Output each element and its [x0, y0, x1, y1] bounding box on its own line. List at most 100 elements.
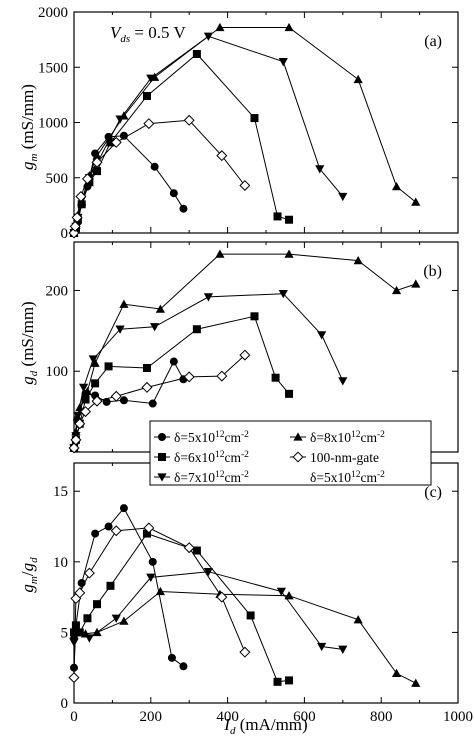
legend-unit-exponent: -2 — [241, 450, 249, 460]
xlabel-id-symbol: I — [223, 715, 231, 734]
data-point — [239, 349, 251, 361]
data-point — [411, 197, 421, 206]
data-point — [75, 191, 87, 203]
panel-a: 0 500 1000 1500 2000 (a) — [38, 5, 459, 242]
ylabel-gm-subscript: m — [28, 153, 40, 161]
legend-exponent: 12 — [215, 430, 225, 440]
series-line — [73, 507, 184, 668]
y-tick-label: 1000 — [38, 116, 68, 132]
data-point — [81, 395, 90, 404]
panel-c: 0 200 400 600 800 1000 0 5 10 15 (c) — [53, 462, 473, 725]
legend-label: δ=7x1012cm-2 — [174, 470, 249, 485]
legend-prefix: δ=5x10 — [310, 470, 351, 485]
data-point — [110, 525, 122, 537]
legend-marker — [158, 453, 166, 461]
data-point — [338, 192, 348, 202]
data-point — [246, 611, 255, 620]
series-triangle-up — [69, 586, 421, 687]
series-line — [73, 27, 417, 234]
data-point — [183, 542, 195, 554]
series-line — [73, 533, 290, 683]
data-point — [71, 212, 83, 224]
data-point — [119, 396, 128, 405]
data-point — [75, 402, 85, 412]
data-point — [216, 150, 228, 162]
data-point — [317, 642, 327, 652]
legend-entry: δ=8x1012cm-2 — [290, 430, 385, 445]
series-line — [73, 354, 246, 449]
data-point — [71, 621, 80, 630]
data-point — [271, 373, 280, 382]
data-point — [179, 662, 188, 671]
x-tick-label: 800 — [370, 709, 393, 725]
x-tick-label: 0 — [70, 709, 78, 725]
legend-unit: cm — [224, 470, 241, 485]
data-point — [338, 377, 348, 386]
series-triangle-down — [69, 568, 348, 654]
legend-marker — [158, 433, 166, 441]
data-point — [93, 600, 102, 609]
y-tick-label: 2000 — [38, 5, 68, 21]
data-point — [278, 58, 288, 67]
vds-symbol: V — [110, 23, 123, 42]
y-tick-label: 15 — [53, 484, 68, 500]
legend-prefix: 100-nm-gate — [310, 450, 379, 465]
data-point — [69, 638, 79, 647]
data-point — [146, 573, 156, 582]
data-point — [91, 379, 100, 388]
legend-entry: δ=5x1012cm-2 — [310, 470, 385, 485]
legend-marker — [292, 451, 304, 463]
data-point — [80, 629, 91, 638]
data-point — [92, 151, 102, 160]
x-tick-label: 400 — [216, 709, 239, 725]
y-tick-label: 500 — [46, 171, 69, 187]
legend-entry: δ=7x1012cm-2 — [154, 470, 249, 485]
data-point — [179, 204, 188, 213]
legend-label: δ=8x1012cm-2 — [310, 430, 385, 445]
legend-unit: cm — [360, 430, 377, 445]
xlabel-id-subscript: d — [230, 725, 236, 737]
legend-entry: δ=6x1012cm-2 — [154, 450, 249, 465]
data-point — [411, 678, 421, 687]
y-tick-label: 200 — [46, 283, 69, 299]
ylabel-ratio-slash: / — [18, 571, 37, 576]
legend-exponent: 12 — [351, 430, 361, 440]
data-point — [155, 304, 165, 313]
data-point — [111, 614, 121, 623]
plot-frame — [73, 11, 459, 234]
series-line — [73, 590, 417, 684]
legend-label: 100-nm-gate — [310, 450, 379, 465]
vds-annotation: Vds = 0.5 V — [110, 23, 186, 45]
data-point — [88, 355, 98, 364]
data-point — [119, 131, 128, 140]
y-tick-label: 0 — [61, 696, 69, 712]
data-point — [70, 434, 82, 446]
data-point — [169, 357, 178, 366]
data-point — [104, 522, 113, 531]
data-point — [91, 529, 100, 538]
panel-label: (c) — [424, 484, 442, 501]
data-point — [83, 614, 92, 623]
ylabel-ratio-gd: g — [18, 563, 37, 572]
data-point — [110, 136, 122, 148]
x-tick-label: 1000 — [443, 709, 473, 725]
legend-unit-exponent: -2 — [241, 430, 249, 440]
legend-prefix: δ=6x10 — [174, 450, 215, 465]
series-diamond — [68, 114, 251, 239]
legend-unit-exponent: -2 — [241, 470, 249, 480]
series-diamond — [68, 522, 251, 684]
data-point — [183, 371, 195, 383]
data-point — [353, 74, 363, 84]
data-point — [250, 114, 259, 123]
data-point — [315, 165, 325, 174]
legend-unit: cm — [360, 470, 377, 485]
vds-value: = 0.5 V — [130, 23, 186, 42]
data-point — [284, 591, 294, 600]
ylabel-ratio-gd-sub: d — [28, 557, 40, 563]
legend-marker — [157, 473, 167, 482]
data-point — [143, 522, 155, 534]
ylabel-gm-symbol: g — [18, 161, 37, 170]
ylabel-gd: gd (mS/mm) — [18, 301, 40, 384]
legend-label: δ=6x1012cm-2 — [174, 450, 249, 465]
